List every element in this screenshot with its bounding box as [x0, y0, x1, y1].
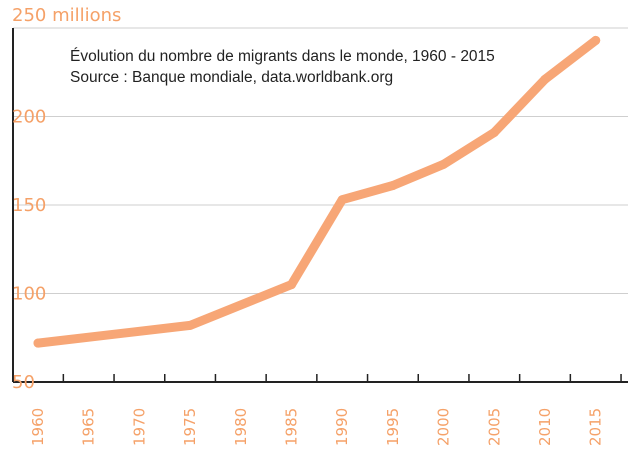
axes — [12, 28, 628, 383]
data-point-2005 — [489, 127, 499, 137]
x-tick-label: 1985 — [283, 408, 301, 446]
x-tick-label: 1960 — [29, 408, 47, 446]
x-tick-labels: 1960 1965 1970 1975 1980 1985 1990 1995 2000 2005… — [29, 408, 605, 446]
data-point-1995 — [388, 181, 398, 191]
chart-annotation-source: Source : Banque mondiale, data.worldbank… — [70, 69, 393, 86]
data-point-2000 — [439, 159, 449, 169]
data-point-1990 — [337, 195, 347, 205]
data-point-1975 — [185, 320, 195, 330]
y-tick-label: 50 — [12, 372, 35, 393]
y-tick-label: 200 — [12, 107, 46, 128]
y-tick-labels: 50 100 150 200 — [12, 107, 46, 394]
data-point-2015 — [591, 35, 601, 45]
data-point-1985 — [287, 280, 296, 290]
x-tick-label: 1975 — [181, 408, 199, 446]
data-point-2010 — [540, 74, 550, 84]
x-tick-label: 1965 — [80, 408, 98, 446]
y-tick-label: 150 — [12, 195, 46, 216]
x-tick-label: 2005 — [485, 408, 503, 446]
x-tick-label: 2010 — [536, 408, 554, 446]
x-tick-label: 1980 — [232, 408, 250, 446]
x-ticks — [62, 374, 622, 382]
data-point-1960 — [33, 338, 43, 348]
x-tick-label: 1990 — [333, 408, 351, 446]
y-axis-top-label: 250 millions — [12, 5, 121, 26]
series-layer — [33, 35, 601, 348]
y-tick-label: 100 — [12, 284, 46, 305]
gridlines — [13, 27, 628, 294]
chart-annotation-title: Évolution du nombre de migrants dans le … — [70, 48, 495, 65]
x-tick-label: 2015 — [587, 408, 605, 446]
x-tick-label: 1970 — [130, 408, 148, 446]
x-tick-label: 1995 — [384, 408, 402, 446]
x-tick-label: 2000 — [435, 408, 453, 446]
